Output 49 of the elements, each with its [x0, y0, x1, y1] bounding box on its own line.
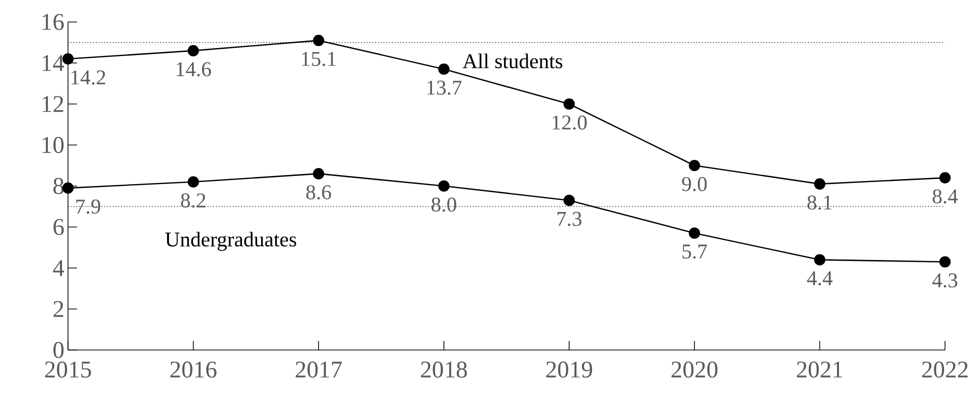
y-tick-label: 16	[42, 14, 64, 30]
data-label: 13.7	[427, 80, 462, 95]
y-tick-label: 10	[42, 136, 64, 154]
data-label: 8.0	[432, 198, 456, 212]
point	[939, 256, 951, 268]
x-tick-label: 2017	[296, 362, 342, 378]
data-label: 8.1	[807, 195, 832, 210]
data-label: 4.4	[807, 271, 832, 286]
x-tick-label: 2019	[546, 362, 592, 378]
text: Undergraduates	[165, 232, 296, 251]
data-label: 9.0	[682, 177, 707, 192]
x-tick-label: 2018	[421, 362, 467, 378]
x-tick-label: 2021	[796, 362, 842, 378]
point	[688, 228, 700, 239]
x-tick-label: 2015	[45, 362, 91, 378]
data-label: 4.3	[932, 273, 958, 288]
point	[688, 160, 700, 172]
data-label: 15.1	[302, 52, 336, 66]
y-tick-label: 12	[42, 96, 64, 112]
y-tick-label: 0	[53, 342, 64, 358]
y-tick-label: 14	[42, 55, 64, 71]
point	[939, 172, 951, 184]
data-label: 14.2	[72, 70, 106, 85]
point	[188, 176, 199, 188]
data-label: 12.0	[552, 116, 587, 130]
x-tick-label: 2016	[170, 362, 216, 378]
data-label: 5.7	[682, 244, 707, 259]
point	[564, 98, 575, 110]
y-tick-label: 4	[53, 260, 64, 276]
y-tick-label: 2	[54, 301, 64, 317]
point	[188, 45, 199, 56]
point	[438, 180, 450, 192]
data-label: 14.6	[176, 62, 211, 76]
y-tick-label: 8	[53, 178, 64, 194]
point	[438, 64, 450, 75]
point	[814, 254, 826, 266]
point	[312, 168, 324, 180]
data-label: 8.6	[306, 185, 332, 200]
point	[814, 178, 826, 190]
data-label: 7.3	[557, 212, 582, 226]
x-tick-label: 2020	[672, 362, 718, 378]
x-tick-label: 2022	[922, 362, 968, 378]
series-label: All students	[462, 54, 562, 68]
data-label: 8.4	[932, 189, 958, 204]
point	[564, 194, 575, 206]
y-tick-label: 6	[54, 218, 64, 236]
data-label: 8.2	[181, 193, 206, 208]
point	[312, 34, 324, 46]
data-label: 7.9	[76, 200, 100, 214]
